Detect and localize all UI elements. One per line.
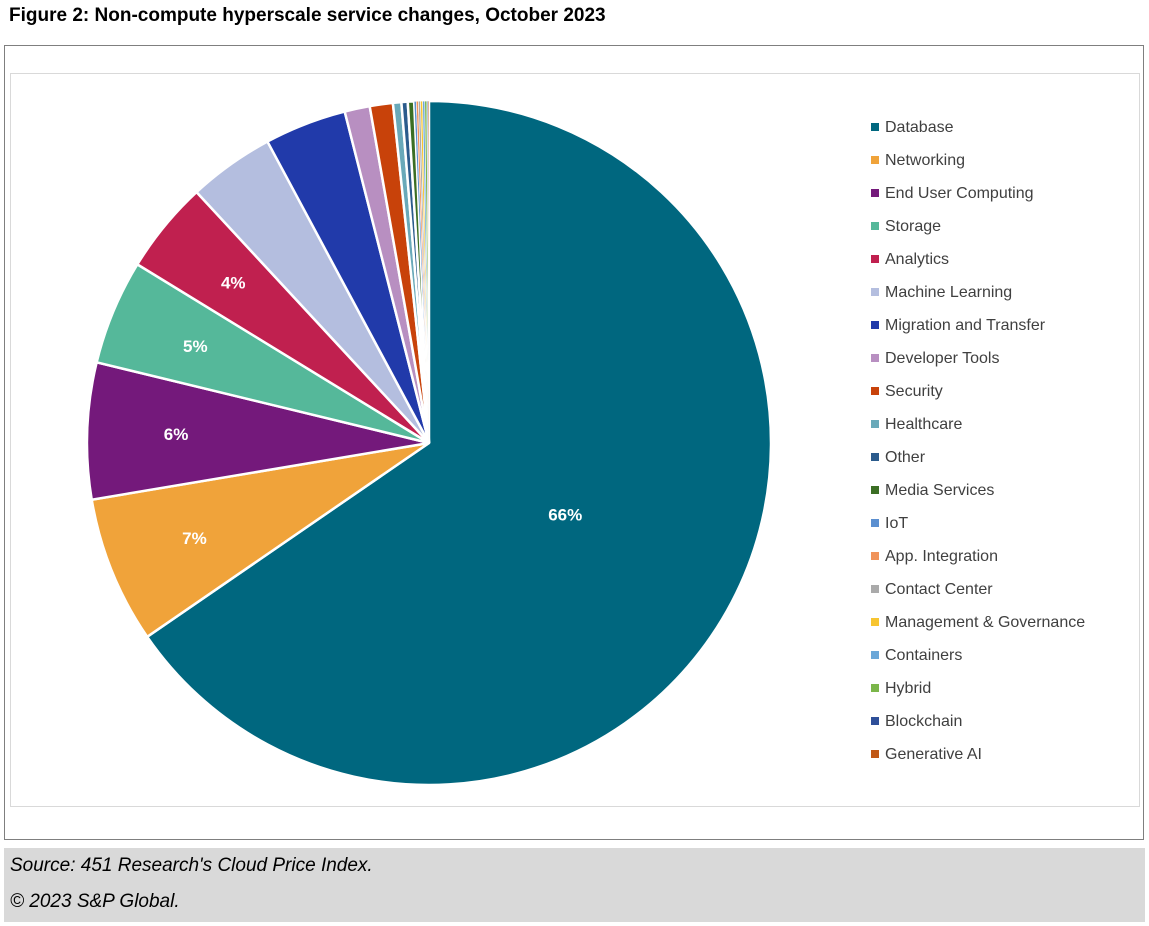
legend-swatch	[871, 584, 879, 593]
legend-label: Blockchain	[885, 713, 963, 730]
legend-label: Hybrid	[885, 680, 932, 697]
legend-swatch	[871, 683, 879, 692]
legend-swatch	[871, 386, 879, 395]
data-label-networking: 7%	[182, 529, 207, 548]
legend-item-containers: Containers	[871, 644, 1141, 677]
legend-label: Migration and Transfer	[885, 317, 1046, 334]
legend-swatch	[871, 254, 879, 263]
data-label-end-user-computing: 6%	[164, 425, 189, 444]
legend-label: Machine Learning	[885, 284, 1013, 301]
legend-item-developer-tools: Developer Tools	[871, 347, 1141, 380]
legend-label: Media Services	[885, 482, 995, 499]
legend-swatch	[871, 122, 879, 131]
legend-item-migration-and-transfer: Migration and Transfer	[871, 314, 1141, 347]
source-box: Source: 451 Research's Cloud Price Index…	[4, 848, 1145, 922]
legend-item-analytics: Analytics	[871, 248, 1141, 281]
pie-slice-end-user-computing	[85, 360, 430, 502]
legend-item-management-governance: Management & Governance	[871, 611, 1141, 644]
legend-swatch	[871, 485, 879, 494]
legend-swatch	[871, 155, 879, 164]
legend-label: Security	[885, 383, 943, 400]
legend-label: Management & Governance	[885, 614, 1086, 631]
legend-swatch	[871, 221, 879, 230]
legend-label: IoT	[885, 515, 909, 532]
legend: Database Networking End User Computing Stor…	[871, 116, 1141, 776]
legend-label: App. Integration	[885, 548, 998, 565]
legend-item-media-services: Media Services	[871, 479, 1141, 512]
legend-item-other: Other	[871, 446, 1141, 479]
legend-item-generative-ai: Generative AI	[871, 743, 1141, 776]
data-label-analytics: 4%	[221, 274, 246, 293]
legend-label: Networking	[885, 152, 966, 169]
legend-swatch	[871, 419, 879, 428]
legend-label: Analytics	[885, 251, 950, 268]
legend-label: Healthcare	[885, 416, 963, 433]
source-text: Source: 451 Research's Cloud Price Index…	[10, 855, 373, 876]
legend-swatch	[871, 749, 879, 758]
legend-label: Contact Center	[885, 581, 993, 598]
figure-title: Figure 2: Non-compute hyperscale service…	[9, 5, 606, 26]
legend-label: Developer Tools	[885, 350, 1000, 367]
legend-swatch	[871, 188, 879, 197]
legend-label: Storage	[885, 218, 942, 235]
legend-swatch	[871, 617, 879, 626]
legend-swatch	[871, 716, 879, 725]
legend-swatch	[871, 551, 879, 560]
legend-item-machine-learning: Machine Learning	[871, 281, 1141, 314]
legend-swatch	[871, 518, 879, 527]
copyright-text: © 2023 S&P Global.	[10, 891, 180, 912]
legend-item-networking: Networking	[871, 149, 1141, 182]
pie-slice-networking	[90, 441, 430, 639]
legend-item-iot: IoT	[871, 512, 1141, 545]
data-label-database: 66%	[548, 506, 582, 525]
legend-item-storage: Storage	[871, 215, 1141, 248]
legend-item-database: Database	[871, 116, 1141, 149]
legend-item-healthcare: Healthcare	[871, 413, 1141, 446]
pie-slice-database	[145, 99, 773, 787]
legend-swatch	[871, 287, 879, 296]
legend-item-blockchain: Blockchain	[871, 710, 1141, 743]
legend-item-app-integration: App. Integration	[871, 545, 1141, 578]
legend-label: Generative AI	[885, 746, 982, 763]
legend-label: End User Computing	[885, 185, 1034, 202]
legend-item-hybrid: Hybrid	[871, 677, 1141, 710]
plot-area	[10, 73, 1140, 807]
legend-label: Database	[885, 119, 954, 136]
legend-label: Containers	[885, 647, 963, 664]
pie-slice-generative-ai	[427, 100, 430, 444]
data-label-storage: 5%	[183, 337, 208, 356]
legend-swatch	[871, 353, 879, 362]
legend-item-end-user-computing: End User Computing	[871, 182, 1141, 215]
legend-item-contact-center: Contact Center	[871, 578, 1141, 611]
legend-swatch	[871, 320, 879, 329]
legend-item-security: Security	[871, 380, 1141, 413]
legend-label: Other	[885, 449, 926, 466]
legend-swatch	[871, 452, 879, 461]
legend-swatch	[871, 650, 879, 659]
